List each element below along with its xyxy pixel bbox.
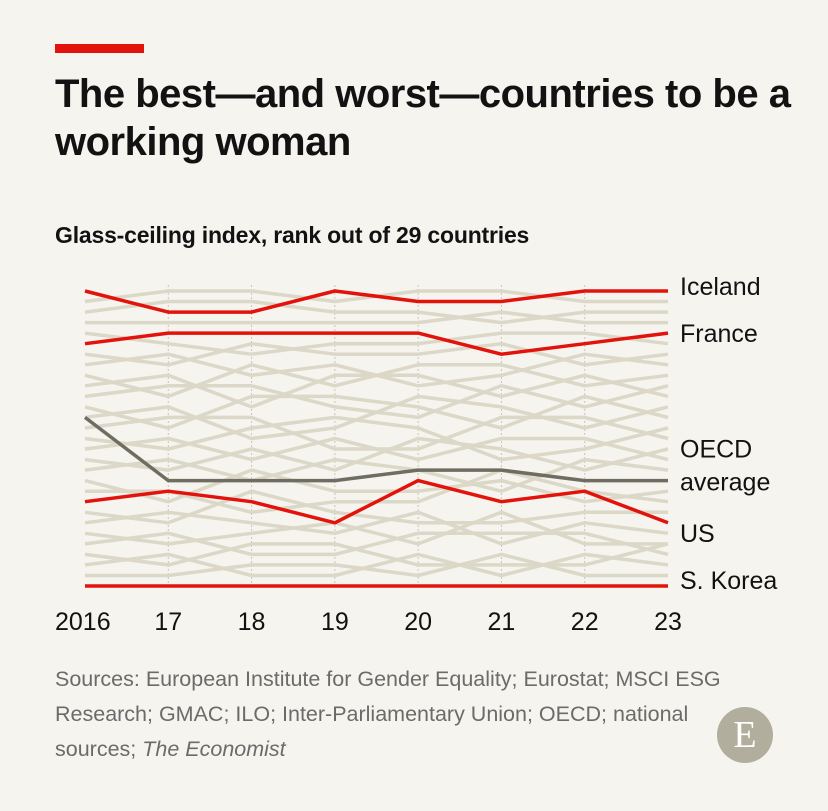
- background-series-line-4: [84, 331, 669, 356]
- background-series-line-2: [84, 299, 668, 325]
- x-tick-label-18: 18: [238, 608, 266, 636]
- background-series-line-22: [84, 531, 669, 557]
- economist-logo-letter: E: [733, 714, 757, 756]
- background-series-line-5: [84, 341, 669, 367]
- x-tick-label-19: 19: [321, 608, 349, 636]
- background-series-line-23: [84, 542, 669, 567]
- background-series-line-13: [84, 415, 669, 462]
- series-label-us: US: [680, 520, 715, 548]
- background-series-line-14: [84, 436, 669, 462]
- brand-red-bar: [55, 44, 144, 53]
- x-tick-label-20: 20: [404, 608, 432, 636]
- background-series-line-16: [84, 457, 669, 493]
- economist-logo: E: [717, 707, 773, 763]
- background-series-line-3: [85, 310, 668, 325]
- x-tick-label-17: 17: [154, 608, 182, 636]
- series-label-france: France: [680, 320, 758, 348]
- background-series-line-25: [85, 552, 668, 578]
- sources-text: Sources: European Institute for Gender E…: [55, 667, 721, 761]
- background-series-line-7: [84, 363, 669, 399]
- line-chart: Iceland France OECD average US S. Korea 2016 17…: [55, 273, 777, 636]
- background-series-line-24: [84, 552, 669, 578]
- series-label-iceland: Iceland: [680, 273, 761, 301]
- series-label-oecd-average: OECD average: [680, 436, 770, 497]
- series-line-us: [84, 478, 669, 525]
- series-line-oecd-average: [83, 416, 668, 483]
- x-tick-label-2016: 2016: [55, 608, 111, 636]
- series-line-iceland: [84, 289, 668, 314]
- chart-subtitle: Glass-ceiling index, rank out of 29 coun…: [55, 222, 530, 248]
- background-series-line-6: [84, 352, 669, 388]
- sources-note: Sources: European Institute for Gender E…: [55, 662, 745, 767]
- series-line-france: [84, 331, 669, 356]
- x-tick-label-21: 21: [488, 608, 516, 636]
- background-series-line-20: [84, 510, 669, 546]
- background-series-line-11: [84, 394, 669, 441]
- sources-italic: The Economist: [142, 737, 286, 761]
- x-tick-label-23: 23: [654, 608, 682, 636]
- x-tick-label-22: 22: [571, 608, 599, 636]
- chart-title: The best—and worst—countries to be a wor…: [55, 72, 791, 164]
- background-series-line-10: [84, 394, 669, 430]
- series-label-s-korea: S. Korea: [680, 567, 777, 595]
- background-series-line-21: [84, 510, 668, 546]
- background-series-line-8: [84, 373, 669, 409]
- background-series-line-19: [84, 489, 668, 525]
